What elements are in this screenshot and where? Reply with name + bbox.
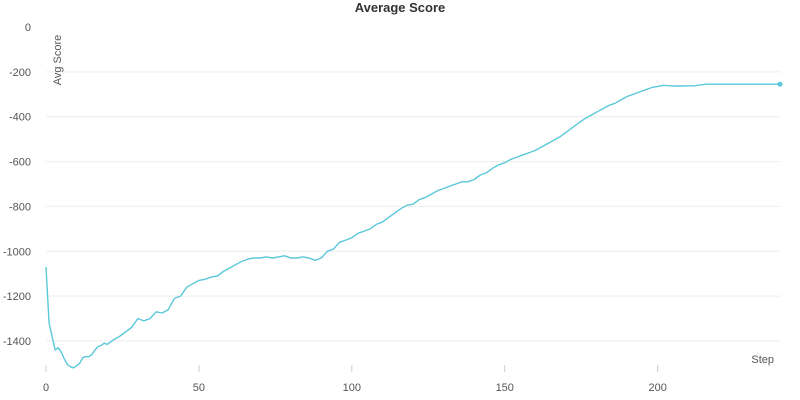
- x-tick-label: 50: [193, 382, 205, 394]
- x-axis-title: Step: [751, 354, 774, 366]
- y-tick-label: -200: [9, 67, 31, 79]
- series-line: [45, 83, 780, 369]
- y-tick-label: -400: [9, 112, 31, 124]
- y-tick-label: -1000: [3, 246, 31, 258]
- y-tick-label: -600: [9, 157, 31, 169]
- y-axis-title: Avg Score: [52, 35, 64, 86]
- series-layer: [45, 81, 783, 369]
- x-axis-ticks: 0 50 100 150 200: [43, 365, 667, 394]
- series-end-point[interactable]: [777, 81, 783, 87]
- y-tick-label: -800: [9, 201, 31, 213]
- x-tick-label: 0: [43, 382, 49, 394]
- grid-lines: [46, 71, 780, 342]
- y-axis-ticks: 0 -200 -400 -600 -800 -1000 -1200 -1400: [3, 22, 31, 348]
- x-tick-label: 100: [343, 382, 361, 394]
- x-tick-label: 200: [648, 382, 666, 394]
- y-tick-label: -1200: [3, 291, 31, 303]
- chart-title: Average Score: [355, 0, 446, 15]
- y-tick-label: 0: [25, 22, 31, 34]
- x-tick-label: 150: [496, 382, 514, 394]
- y-tick-label: -1400: [3, 336, 31, 348]
